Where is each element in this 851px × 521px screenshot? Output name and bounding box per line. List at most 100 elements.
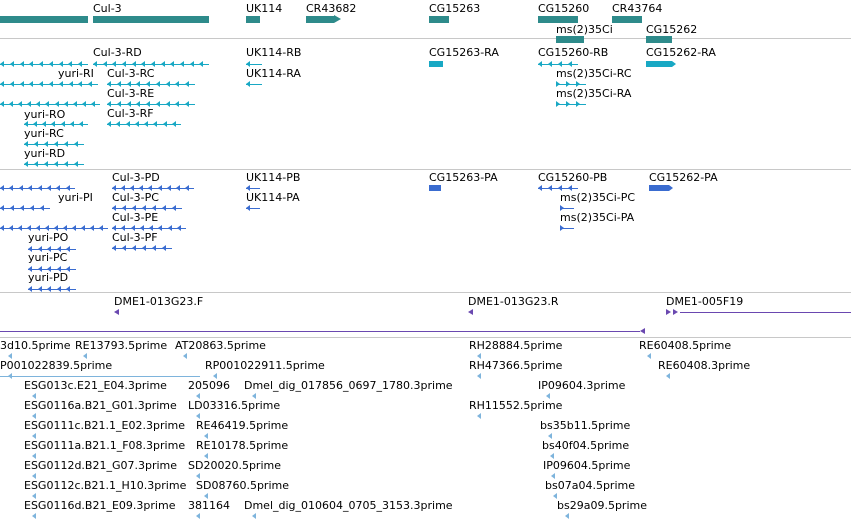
strand-arrow[interactable]: [32, 433, 36, 439]
feature-label-381164[interactable]: 381164: [188, 499, 230, 512]
strand-arrow[interactable]: [556, 101, 560, 107]
strand-arrow[interactable]: [548, 61, 552, 67]
strand-arrow[interactable]: [0, 225, 4, 231]
feature-label-dme1-005f19[interactable]: DME1-005F19: [666, 295, 744, 308]
strand-arrow[interactable]: [142, 205, 146, 211]
strand-arrow[interactable]: [18, 225, 22, 231]
feature-label-dme1-013g23-f[interactable]: DME1-013G23.F: [114, 295, 204, 308]
strand-arrow[interactable]: [18, 185, 23, 191]
strand-arrow[interactable]: [44, 161, 48, 167]
feature-label-cul-3[interactable]: Cul-3: [93, 2, 122, 15]
feature-block[interactable]: [556, 36, 584, 43]
strand-arrow[interactable]: [134, 121, 139, 127]
feature-label-yuri-ro[interactable]: yuri-RO: [24, 108, 66, 121]
feature-block[interactable]: [429, 16, 449, 23]
strand-arrow[interactable]: [196, 513, 200, 519]
strand-arrow[interactable]: [99, 225, 103, 231]
strand-arrow[interactable]: [51, 121, 56, 127]
feature-block[interactable]: [429, 61, 443, 67]
strand-arrow[interactable]: [68, 81, 73, 87]
strand-arrow[interactable]: [74, 161, 78, 167]
strand-arrow[interactable]: [68, 61, 73, 67]
strand-arrow[interactable]: [56, 286, 61, 292]
strand-arrow[interactable]: [204, 433, 208, 439]
strand-arrow[interactable]: [130, 225, 135, 231]
feature-label-ms-2-35ci[interactable]: ms(2)35Ci: [556, 23, 613, 36]
feature-label-ms-2-35ci-pa[interactable]: ms(2)35Ci-PA: [560, 211, 635, 224]
strand-arrow[interactable]: [63, 225, 67, 231]
strand-arrow[interactable]: [122, 61, 126, 67]
strand-arrow[interactable]: [556, 81, 560, 87]
feature-label-rh47366-5prime[interactable]: RH47366.5prime: [469, 359, 563, 372]
strand-arrow[interactable]: [32, 473, 36, 479]
strand-arrow[interactable]: [136, 81, 141, 87]
strand-arrow[interactable]: [64, 161, 68, 167]
strand-arrow[interactable]: [112, 245, 116, 251]
feature-label-bs40f04-5prime[interactable]: bs40f04.5prime: [542, 439, 630, 452]
strand-arrow[interactable]: [27, 101, 32, 107]
strand-arrow[interactable]: [165, 81, 170, 87]
strand-arrow[interactable]: [8, 353, 12, 359]
strand-arrow[interactable]: [40, 205, 44, 211]
strand-arrow[interactable]: [112, 205, 116, 211]
strand-arrow[interactable]: [550, 453, 554, 459]
strand-arrow[interactable]: [27, 225, 31, 231]
strand-arrow[interactable]: [29, 81, 34, 87]
strand-arrow[interactable]: [37, 266, 42, 272]
strand-arrow[interactable]: [167, 225, 172, 231]
strand-arrow[interactable]: [114, 309, 119, 315]
feature-label-cul-3-rc[interactable]: Cul-3-RC: [107, 67, 155, 80]
strand-arrow[interactable]: [54, 141, 58, 147]
feature-label-yuri-ri[interactable]: yuri-RI: [58, 67, 94, 80]
strand-arrow[interactable]: [24, 141, 28, 147]
strand-arrow[interactable]: [42, 121, 47, 127]
feature-label-cg15262-ra[interactable]: CG15262-RA: [646, 46, 716, 59]
feature-label-esg0112c-b21-1-h10-3prime[interactable]: ESG0112c.B21.1_H10.3prime: [24, 479, 187, 492]
strand-arrow[interactable]: [56, 185, 61, 191]
strand-arrow[interactable]: [28, 286, 32, 292]
intron-line[interactable]: [0, 103, 100, 105]
feature-label-esg0116a-b21-g01-3prime[interactable]: ESG0116a.B21_G01.3prime: [24, 399, 177, 412]
strand-arrow[interactable]: [32, 513, 36, 519]
intron-line[interactable]: [246, 83, 262, 85]
feature-block[interactable]: [612, 16, 642, 23]
strand-arrow[interactable]: [66, 246, 71, 252]
intron-line[interactable]: [112, 187, 194, 189]
strand-arrow[interactable]: [576, 101, 580, 107]
feature-block[interactable]: [646, 36, 672, 43]
strand-arrow[interactable]: [334, 15, 341, 23]
strand-arrow[interactable]: [152, 245, 156, 251]
strand-arrow[interactable]: [37, 246, 42, 252]
strand-arrow[interactable]: [566, 81, 570, 87]
feature-label-cr43682[interactable]: CR43682: [306, 2, 357, 15]
strand-arrow[interactable]: [9, 185, 14, 191]
strand-arrow[interactable]: [126, 101, 131, 107]
strand-arrow[interactable]: [155, 101, 160, 107]
strand-arrow[interactable]: [252, 513, 256, 519]
strand-arrow[interactable]: [204, 493, 208, 499]
strand-arrow[interactable]: [132, 245, 136, 251]
strand-arrow[interactable]: [548, 185, 552, 191]
feature-label-cul-3-re[interactable]: Cul-3-RE: [107, 87, 155, 100]
strand-arrow[interactable]: [153, 121, 158, 127]
strand-arrow[interactable]: [36, 101, 41, 107]
strand-arrow[interactable]: [0, 61, 4, 67]
strand-arrow[interactable]: [142, 245, 146, 251]
strand-arrow[interactable]: [33, 121, 38, 127]
feature-label-205096[interactable]: 205096: [188, 379, 230, 392]
strand-arrow[interactable]: [72, 225, 76, 231]
strand-arrow[interactable]: [9, 101, 14, 107]
strand-arrow[interactable]: [90, 101, 95, 107]
strand-arrow[interactable]: [196, 473, 200, 479]
strand-arrow[interactable]: [149, 225, 153, 231]
strand-arrow[interactable]: [568, 185, 572, 191]
feature-label-cul-3-pc[interactable]: Cul-3-PC: [112, 191, 159, 204]
strand-arrow[interactable]: [647, 353, 651, 359]
strand-arrow[interactable]: [116, 101, 121, 107]
feature-label-esg0111a-b21-1-f08-3prime[interactable]: ESG0111a.B21.1_F08.3prime: [24, 439, 186, 452]
feature-label-bs35b11-5prime[interactable]: bs35b11.5prime: [540, 419, 631, 432]
strand-arrow[interactable]: [116, 121, 121, 127]
feature-label-uk114-rb[interactable]: UK114-RB: [246, 46, 302, 59]
est-span[interactable]: [0, 376, 200, 377]
strand-arrow[interactable]: [90, 225, 94, 231]
